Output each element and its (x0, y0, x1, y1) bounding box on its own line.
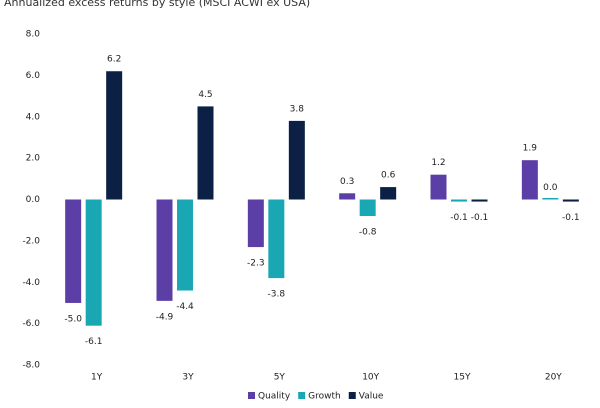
value-label: 1.9 (523, 144, 538, 154)
value-label: -0.1 (450, 213, 468, 223)
bar (430, 174, 447, 200)
value-label: -6.1 (85, 337, 103, 347)
y-tick-label: 2.0 (26, 154, 41, 164)
value-label: -4.9 (156, 312, 174, 322)
y-tick-label: 4.0 (26, 112, 41, 122)
bar (359, 199, 376, 217)
y-tick-label: -4.0 (22, 278, 40, 288)
value-label: -4.4 (176, 302, 194, 312)
legend-label: Growth (308, 392, 341, 402)
value-label: 0.3 (340, 177, 354, 187)
value-label: 4.5 (198, 90, 212, 100)
bar (247, 199, 264, 248)
value-label: 3.8 (290, 104, 305, 114)
chart-title: Annualized excess returns by style (MSCI… (4, 0, 310, 9)
legend-swatch (248, 392, 255, 399)
bar (380, 187, 397, 200)
value-label: 6.2 (107, 55, 121, 65)
bar (106, 71, 123, 200)
value-label: -3.8 (268, 290, 286, 300)
value-label: -0.8 (359, 228, 377, 238)
y-tick-label: -6.0 (22, 319, 40, 329)
y-tick-label: 8.0 (26, 30, 41, 40)
legend-label: Quality (258, 392, 291, 402)
value-label: -5.0 (64, 314, 82, 324)
bar (65, 199, 82, 303)
bar (451, 199, 467, 202)
value-label: 0.6 (381, 171, 396, 181)
x-tick-label: 5Y (274, 373, 286, 383)
bar (521, 160, 538, 200)
legend-swatch (298, 392, 306, 399)
legend-swatch (348, 392, 356, 399)
bar (339, 193, 356, 200)
bar (471, 199, 488, 202)
bar (177, 199, 193, 291)
value-label: -2.3 (247, 259, 265, 269)
value-label: -0.1 (562, 213, 580, 223)
bar (288, 120, 305, 200)
value-label: 1.2 (431, 158, 445, 168)
y-tick-label: 6.0 (26, 71, 41, 81)
bar (85, 199, 102, 326)
x-tick-label: 15Y (454, 373, 471, 383)
bar (268, 199, 285, 279)
bar (562, 199, 579, 202)
y-tick-label: -8.0 (22, 361, 40, 371)
bar (542, 198, 559, 200)
x-tick-label: 20Y (545, 373, 562, 383)
bar (156, 199, 173, 301)
value-label: 0.0 (543, 183, 558, 193)
value-label: -0.1 (471, 213, 489, 223)
bar (197, 106, 214, 200)
x-tick-label: 3Y (182, 373, 194, 383)
x-tick-label: 1Y (91, 373, 103, 383)
legend-label: Value (359, 392, 384, 402)
y-tick-label: -2.0 (22, 236, 40, 246)
x-tick-label: 10Y (362, 373, 379, 383)
y-tick-label: 0.0 (26, 195, 41, 205)
